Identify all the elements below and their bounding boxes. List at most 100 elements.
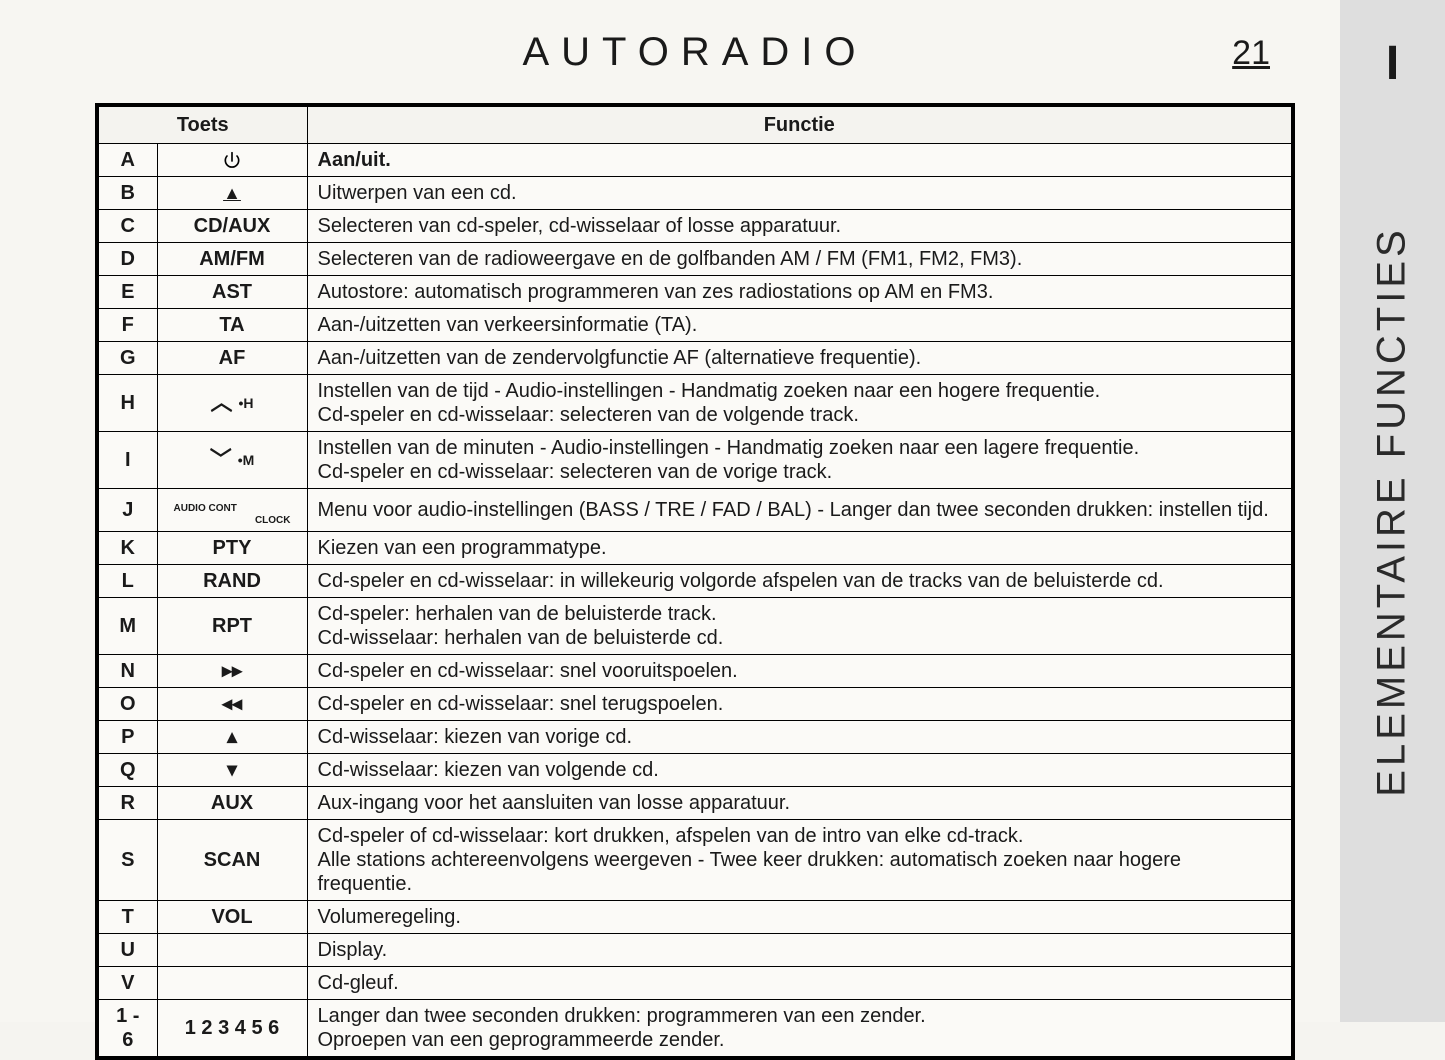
row-key: ◂◂ [157,688,307,721]
row-function: Kiezen van een programmatype. [307,532,1293,565]
row-function: Autostore: automatisch programmeren van … [307,276,1293,309]
table-header-row: Toets Functie [97,105,1293,144]
row-function: Uitwerpen van een cd. [307,177,1293,210]
row-key: AM/FM [157,243,307,276]
key-label: ▸▸ [222,660,242,682]
key-label: AM/FM [199,248,265,270]
table-row: M RPT Cd-speler: herhalen van de beluister… [97,598,1293,655]
row-key: SCAN [157,820,307,901]
row-letter: G [97,342,157,375]
row-key: ▴ [157,721,307,754]
chevron-up-icon: ︿ [210,390,232,415]
section-tab-label: ELEMENTAIRE FUNCTIES [1370,226,1415,796]
row-function: Aux-ingang voor het aansluiten van losse… [307,787,1293,820]
row-letter: O [97,688,157,721]
title-row: AUTORADIO 21 [80,30,1310,75]
row-key: AUDIO CONTCLOCK [157,489,307,532]
row-letter: F [97,309,157,342]
row-key: RAND [157,565,307,598]
table-row: Q ▾ Cd-wisselaar: kiezen van volgende cd. [97,754,1293,787]
row-function: Instellen van de minuten - Audio-instell… [307,432,1293,489]
row-key: AST [157,276,307,309]
header-toets: Toets [97,105,307,144]
section-index-mark: I [1386,36,1399,91]
row-function: Selecteren van cd-speler, cd-wisselaar o… [307,210,1293,243]
row-letter: B [97,177,157,210]
row-function: Cd-wisselaar: kiezen van vorige cd. [307,721,1293,754]
row-key [157,967,307,1000]
table-row: O◂◂Cd-speler en cd-wisselaar: snel terug… [97,688,1293,721]
key-label: SCAN [204,849,261,871]
row-letter: D [97,243,157,276]
key-label: ◂◂ [222,693,242,715]
row-letter: Q [97,754,157,787]
key-label: ▴ [227,726,237,748]
key-suffix: •M [238,452,255,468]
table-row: I ﹀ •M Instellen van de minuten - Audio-ins… [97,432,1293,489]
audio-cont-label: AUDIO CONTCLOCK [168,503,297,527]
row-letter: V [97,967,157,1000]
section-tab: I ELEMENTAIRE FUNCTIES [1340,0,1445,1022]
table-row: K PTY Kiezen van een programmatype. [97,532,1293,565]
row-function: Cd-speler: herhalen van de beluisterde t… [307,598,1293,655]
key-label: AST [212,281,252,303]
row-key: CD/AUX [157,210,307,243]
table-row: G AF Aan-/uitzetten van de zendervolgfunct… [97,342,1293,375]
page-title: AUTORADIO [522,30,867,75]
row-key: TA [157,309,307,342]
row-letter: R [97,787,157,820]
row-letter: S [97,820,157,901]
table-row: EASTAutostore: automatisch programmeren … [97,276,1293,309]
row-key: AF [157,342,307,375]
row-function: Aan-/uitzetten van de zendervolgfunctie … [307,342,1293,375]
row-function: Selecteren van de radioweergave en de go… [307,243,1293,276]
table-row: V Cd-gleuf. [97,967,1293,1000]
key-label: 1 2 3 4 5 6 [185,1017,280,1039]
manual-page: AUTORADIO 21 Toets Functie A Aan/uit. B ▲ Ui… [0,0,1340,1022]
row-function: Aan/uit. [307,144,1293,177]
table-row: FTAAan-/uitzetten van verkeersinformatie… [97,309,1293,342]
key-label: CD/AUX [194,215,271,237]
row-function: Cd-gleuf. [307,967,1293,1000]
row-key: ﹀ •M [157,432,307,489]
table-row: LRANDCd-speler en cd-wisselaar: in wille… [97,565,1293,598]
power-icon [222,151,242,171]
key-label: VOL [211,906,252,928]
row-letter: P [97,721,157,754]
row-letter: I [97,432,157,489]
row-key: PTY [157,532,307,565]
table-row: A Aan/uit. [97,144,1293,177]
row-letter: C [97,210,157,243]
row-letter: A [97,144,157,177]
table-row: JAUDIO CONTCLOCKMenu voor audio-instelli… [97,489,1293,532]
table-row: T VOL Volumeregeling. [97,901,1293,934]
row-letter: T [97,901,157,934]
key-label: ▾ [227,759,237,781]
key-label: RPT [212,615,252,637]
key-label: AF [219,347,246,369]
row-function: Menu voor audio-instellingen (BASS / TRE… [307,489,1293,532]
table-row: UDisplay. [97,934,1293,967]
table-row: D AM/FM Selecteren van de radioweergave en… [97,243,1293,276]
table-row: C CD/AUX Selecteren van cd-speler, cd-wiss… [97,210,1293,243]
row-function: Aan-/uitzetten van verkeersinformatie (T… [307,309,1293,342]
row-letter: M [97,598,157,655]
row-letter: K [97,532,157,565]
row-function: Display. [307,934,1293,967]
row-key: RPT [157,598,307,655]
row-key: 1 2 3 4 5 6 [157,1000,307,1059]
key-label: PTY [213,537,252,559]
header-functie: Functie [307,105,1293,144]
table-row: 1 - 61 2 3 4 5 6Langer dan twee seconden… [97,1000,1293,1059]
page-number: 21 [1232,34,1270,73]
row-function: Cd-wisselaar: kiezen van volgende cd. [307,754,1293,787]
functions-table: Toets Functie A Aan/uit. B ▲ Uitwerpen van e… [95,103,1295,1060]
table-row: B ▲ Uitwerpen van een cd. [97,177,1293,210]
row-key: ▾ [157,754,307,787]
table-row: H︿•HInstellen van de tijd - Audio-instel… [97,375,1293,432]
table-row: RAUXAux-ingang voor het aansluiten van l… [97,787,1293,820]
chevron-down-icon: ﹀ [210,447,232,472]
row-function: Volumeregeling. [307,901,1293,934]
eject-icon: ▲ [223,183,241,203]
table-row: N▸▸Cd-speler en cd-wisselaar: snel vooru… [97,655,1293,688]
